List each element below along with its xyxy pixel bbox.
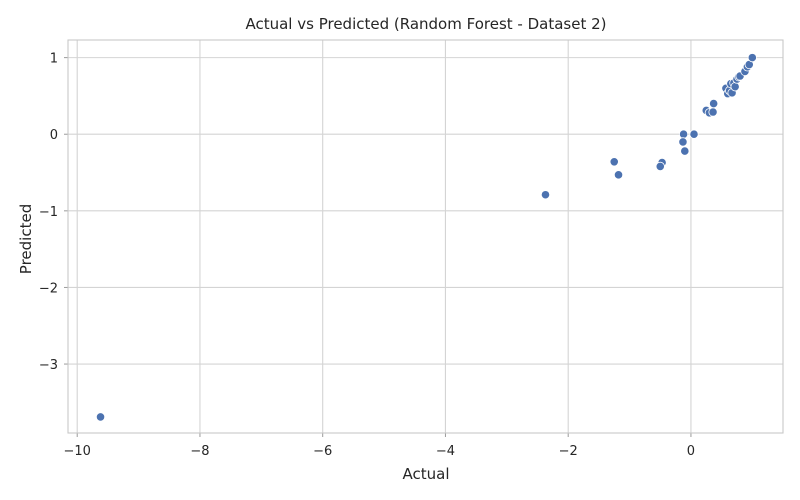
x-tick-label: −10 (63, 444, 90, 459)
y-tick-label: −1 (39, 205, 58, 220)
data-point (540, 190, 551, 200)
data-point (678, 137, 688, 147)
data-point (747, 53, 757, 63)
data-point (655, 161, 665, 172)
data-point (95, 412, 106, 422)
grid (68, 40, 783, 433)
data-point (709, 98, 719, 109)
x-tick-label: 0 (687, 444, 695, 459)
data-point (730, 82, 740, 92)
data-point (689, 129, 699, 139)
data-point (609, 157, 619, 167)
y-tick-label: 0 (50, 128, 58, 143)
data-point (680, 146, 690, 156)
data-point (678, 129, 689, 139)
y-tick-label: −2 (39, 281, 58, 296)
x-axis-label: Actual (403, 465, 450, 483)
data-points (95, 53, 757, 422)
data-point (708, 107, 718, 117)
x-tick-label: −2 (559, 444, 578, 459)
y-tick-label: −3 (39, 358, 58, 373)
tick-labels: −10 −8 −6 −4 −2 0−3−2−101 (39, 52, 695, 459)
data-point (613, 170, 624, 180)
y-axis-label: Predicted (17, 204, 35, 274)
plot-frame (67, 39, 784, 434)
x-tick-label: −8 (190, 444, 209, 459)
y-tick-label: 1 (50, 52, 58, 67)
x-tick-label: −6 (313, 444, 332, 459)
x-tick-label: −4 (436, 444, 455, 459)
chart-title: Actual vs Predicted (Random Forest - Dat… (245, 15, 606, 33)
